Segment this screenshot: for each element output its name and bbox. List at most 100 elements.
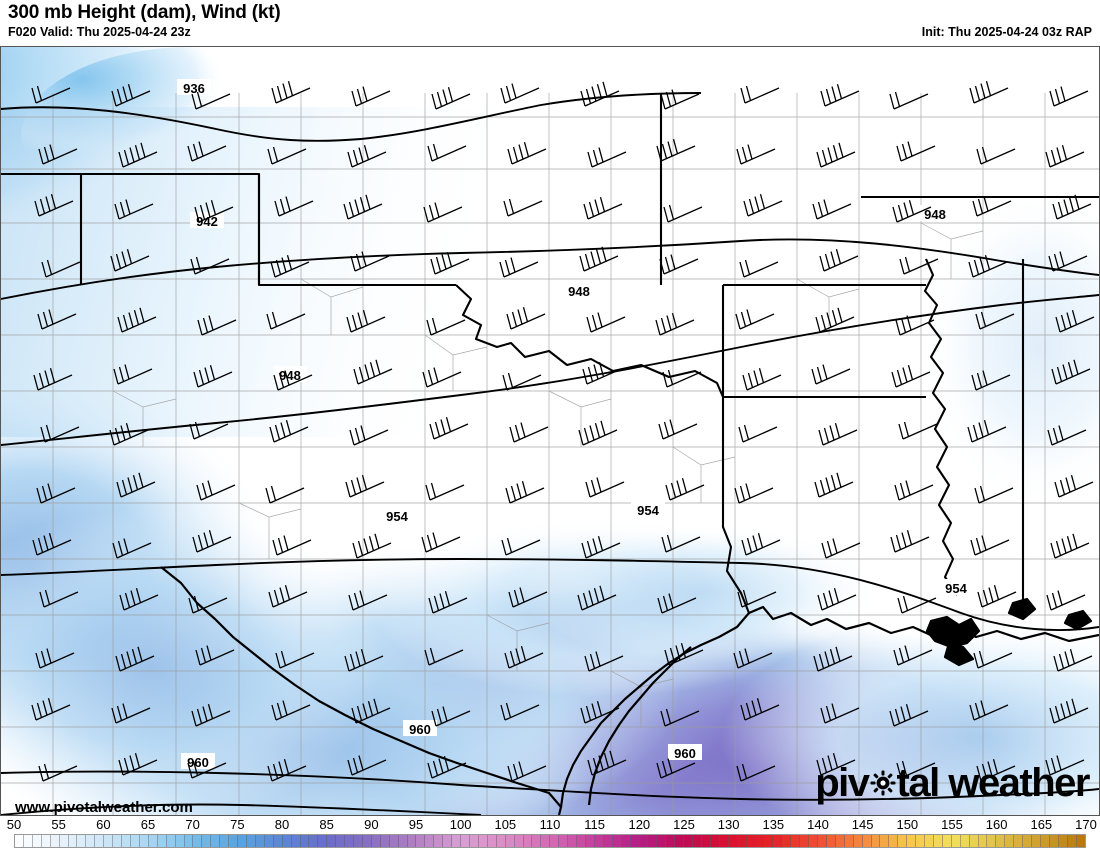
- colorbar-tick: 55: [51, 817, 66, 832]
- colorbar-tick: 70: [185, 817, 200, 832]
- contour-label: 960: [674, 746, 696, 761]
- colorbar-band: [568, 835, 578, 847]
- colorbar-band: [300, 835, 310, 847]
- colorbar-band: [291, 835, 301, 847]
- colorbar-band: [318, 835, 328, 847]
- gear-sun-icon: [870, 770, 896, 796]
- colorbar-band: [835, 835, 845, 847]
- colorbar-band: [657, 835, 667, 847]
- colorbar-band: [59, 835, 69, 847]
- colorbar-band: [398, 835, 408, 847]
- logo-text-right: tal weather: [896, 761, 1091, 805]
- colorbar-band: [773, 835, 783, 847]
- colorbar-legend[interactable]: 50 55 60 65 70 75 80 85 90 95 100 105 110 115 120 125 13…: [0, 816, 1100, 850]
- logo-text-left: piv: [815, 761, 870, 805]
- contour-label: 954: [386, 509, 408, 524]
- colorbar-band: [666, 835, 676, 847]
- colorbar-band: [630, 835, 640, 847]
- colorbar-band: [157, 835, 167, 847]
- colorbar-band: [853, 835, 863, 847]
- colorbar-tick: 160: [985, 817, 1008, 832]
- colorbar-band: [50, 835, 60, 847]
- colorbar-band: [211, 835, 221, 847]
- contour-label: 954: [637, 503, 659, 518]
- colorbar-band: [434, 835, 444, 847]
- colorbar-tick: 60: [96, 817, 111, 832]
- colorbar-band: [175, 835, 185, 847]
- coastline-layer: [160, 566, 1099, 815]
- map-header: 300 mb Height (dam), Wind (kt) F020 Vali…: [0, 0, 1100, 46]
- colorbar-band: [826, 835, 836, 847]
- colorbar-band: [871, 835, 881, 847]
- colorbar-band: [238, 835, 247, 847]
- colorbar-band: [577, 835, 586, 847]
- colorbar-band: [800, 835, 810, 847]
- colorbar-band: [1032, 835, 1042, 847]
- colorbar-band: [844, 835, 854, 847]
- colorbar-band: [443, 835, 453, 847]
- colorbar-band: [389, 835, 399, 847]
- colorbar-band: [1067, 835, 1077, 847]
- colorbar-band: [77, 835, 87, 847]
- colorbar-band: [470, 835, 479, 847]
- contour-label: 948: [568, 284, 590, 299]
- colorbar-band: [309, 835, 319, 847]
- colorbar-tick: 65: [140, 817, 156, 832]
- colorbar-band: [996, 835, 1006, 847]
- county-borders-layer: [1, 93, 1099, 815]
- contour-label: 936: [183, 81, 205, 96]
- colorbar-band: [220, 835, 230, 847]
- colorbar-gradient[interactable]: [14, 834, 1086, 848]
- colorbar-band: [122, 835, 131, 847]
- height-contours-layer: [1, 92, 1099, 815]
- colorbar-band: [889, 835, 899, 847]
- colorbar-band: [255, 835, 265, 847]
- contour-label: 942: [196, 214, 218, 229]
- colorbar-band: [978, 835, 988, 847]
- colorbar-band: [639, 835, 649, 847]
- colorbar-band: [32, 835, 42, 847]
- colorbar-tick: 100: [449, 817, 472, 832]
- colorbar-band: [148, 835, 158, 847]
- colorbar-band: [264, 835, 274, 847]
- colorbar-tick: 170: [1075, 817, 1097, 832]
- colorbar-band: [487, 835, 497, 847]
- colorbar-band: [1005, 835, 1015, 847]
- colorbar-tick: 165: [1030, 817, 1053, 832]
- colorbar-band: [817, 835, 827, 847]
- colorbar-tick: 125: [673, 817, 695, 832]
- colorbar-band: [407, 835, 417, 847]
- colorbar-band: [1049, 835, 1059, 847]
- colorbar-tick: 75: [230, 817, 245, 832]
- colorbar-tick: 140: [807, 817, 829, 832]
- colorbar-band: [202, 835, 212, 847]
- init-time-label: Init: Thu 2025-04-24 03z RAP: [921, 25, 1092, 39]
- colorbar-band: [139, 835, 149, 847]
- colorbar-band: [327, 835, 337, 847]
- colorbar-band: [229, 835, 239, 847]
- colorbar-band: [1058, 835, 1068, 847]
- colorbar-band: [104, 835, 114, 847]
- colorbar-band: [416, 835, 426, 847]
- colorbar-band: [113, 835, 123, 847]
- colorbar-band: [693, 835, 702, 847]
- forecast-map[interactable]: 936 942 948 948 948 954 954 954 960 960 …: [0, 46, 1100, 816]
- colorbar-band: [362, 835, 372, 847]
- colorbar-band: [621, 835, 631, 847]
- colorbar-band: [809, 835, 818, 847]
- colorbar-tick: 115: [584, 817, 606, 832]
- colorbar-band: [532, 835, 542, 847]
- colorbar-band: [701, 835, 711, 847]
- colorbar-band: [496, 835, 506, 847]
- colorbar-band: [942, 835, 952, 847]
- colorbar-band: [559, 835, 569, 847]
- state-borders-layer: [1, 93, 1099, 614]
- colorbar-band: [710, 835, 720, 847]
- colorbar-band: [461, 835, 471, 847]
- colorbar-band: [719, 835, 729, 847]
- colorbar-band: [764, 835, 774, 847]
- site-url: www.pivotalweather.com: [15, 799, 193, 816]
- colorbar-band: [916, 835, 926, 847]
- colorbar-band: [728, 835, 738, 847]
